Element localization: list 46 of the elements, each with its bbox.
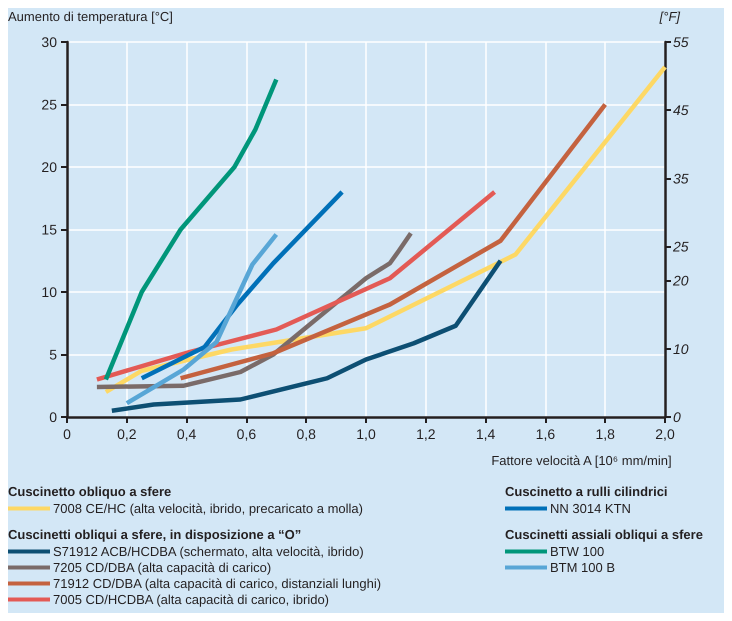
legend-label: 7008 CE/HC (alta velocità, ibrido, precaricato a molla) xyxy=(53,501,363,516)
y2-tick-label: 10 xyxy=(673,340,689,357)
x-tick-label: 1,8 xyxy=(595,426,616,442)
y2-tick-label: 45 xyxy=(673,102,689,118)
y-tick-label: 0 xyxy=(49,409,58,425)
x-tick-label: 0 xyxy=(63,426,72,442)
y-tick-label: 20 xyxy=(41,159,58,175)
line-series xyxy=(124,232,279,406)
y2-axis-title: [°F] xyxy=(658,9,680,24)
text: Cuscinetto a rulli cilindrici xyxy=(505,484,668,499)
y2-tick-label: 55 xyxy=(673,34,689,50)
y-tick-label: 25 xyxy=(41,96,58,112)
text: Cuscinetti obliqui a sfere, in disposizione a “O” xyxy=(8,527,302,542)
y2-tick-label: 0 xyxy=(673,409,681,425)
legend-label: 7205 CD/DBA (alta capacità di carico) xyxy=(53,560,272,575)
line-series xyxy=(110,258,503,413)
line-series xyxy=(104,77,279,382)
x-tick-label: 0,4 xyxy=(176,426,197,442)
legend-label: 71912 CD/DBA (alta capacità di carico, distanziali lunghi) xyxy=(53,576,382,591)
y2-tick-label: 35 xyxy=(673,170,689,186)
x-tick-label: 1,6 xyxy=(536,426,556,442)
x-tick-label: 1,4 xyxy=(476,426,496,442)
y-axis-title: Aumento di temperatura [°C] xyxy=(8,9,173,24)
y-tick-label: 10 xyxy=(41,284,58,300)
line-series xyxy=(178,102,608,380)
x-tick-label: 1,2 xyxy=(416,426,436,442)
legend-label: S71912 ACB/HCDBA (schermato, alta velocità, ibrido) xyxy=(53,544,364,559)
y-tick-label: 30 xyxy=(41,34,58,50)
legend-label: BTW 100 xyxy=(550,544,604,559)
y-tick-label: 5 xyxy=(49,346,58,362)
legend-label: BTM 100 B xyxy=(550,560,616,575)
x-tick-label: 0,2 xyxy=(117,426,137,442)
text: Cuscinetti assiali obliqui a sfere xyxy=(505,527,703,542)
y2-tick-label: 20 xyxy=(672,272,689,289)
text: Cuscinetto obliquo a sfere xyxy=(8,484,172,499)
line-series xyxy=(94,190,497,382)
x-axis-title: Fattore velocità A [10⁶ mm/min] xyxy=(491,453,672,468)
legend-label: NN 3014 KTN xyxy=(550,501,631,516)
x-tick-label: 0,6 xyxy=(236,426,256,442)
y2-tick-label: 25 xyxy=(672,238,689,255)
line-series xyxy=(140,190,344,380)
x-tick-label: 2,0 xyxy=(655,426,675,442)
x-tick-label: 1,0 xyxy=(356,426,376,442)
legend-label: 7005 CD/HCDBA (alta capacità di carico, ibrido) xyxy=(53,592,330,607)
x-tick-label: 0,8 xyxy=(296,426,316,442)
y-tick-label: 15 xyxy=(41,222,58,238)
